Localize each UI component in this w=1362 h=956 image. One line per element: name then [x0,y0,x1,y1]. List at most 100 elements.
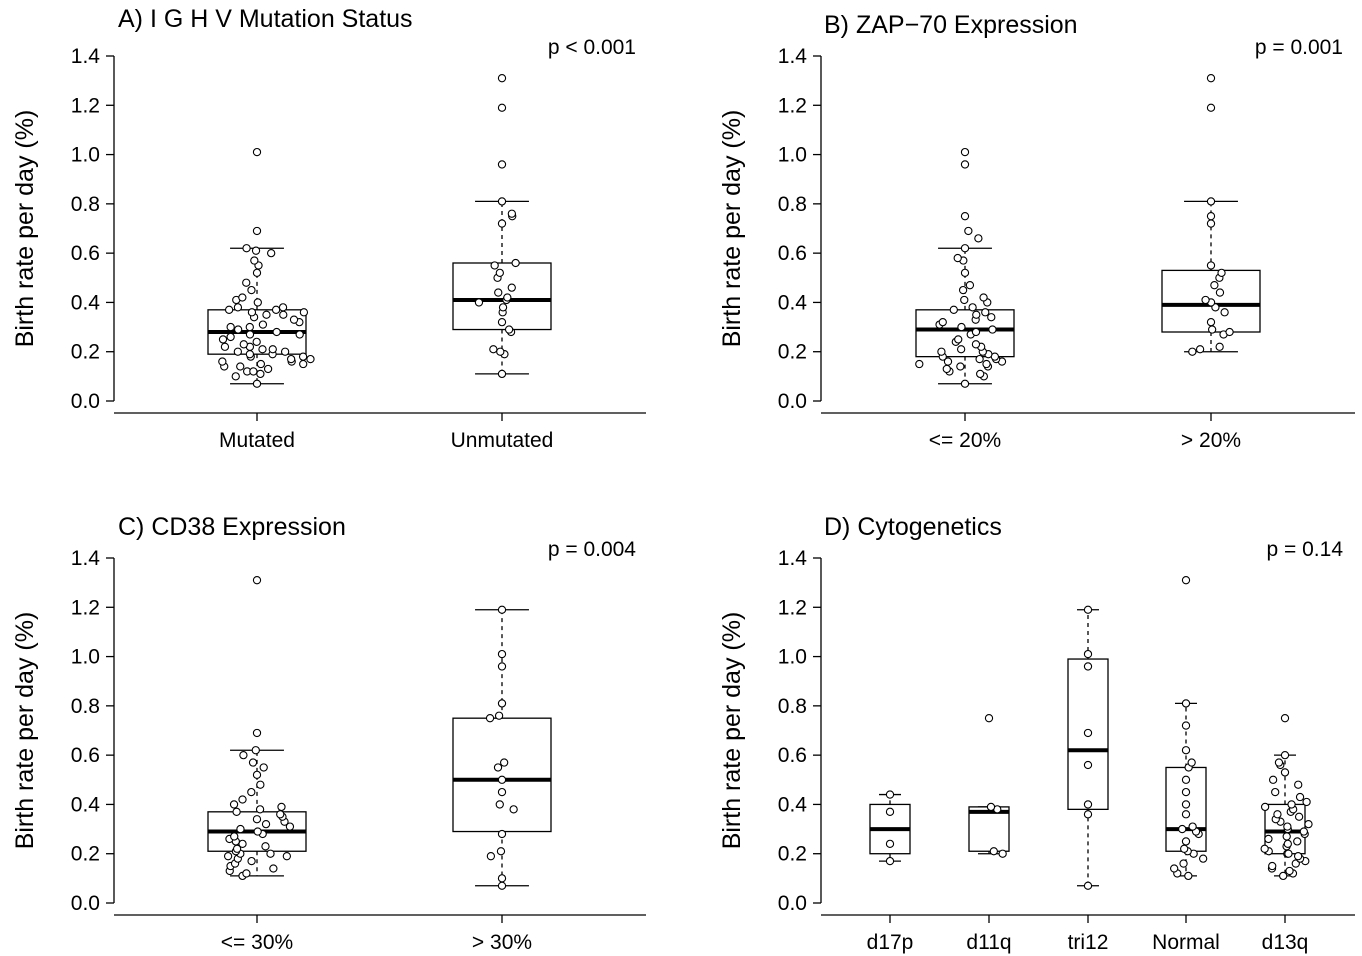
data-point [247,856,256,866]
data-point [494,288,503,297]
data-point [1273,810,1282,819]
data-point [511,258,520,268]
data-point [1274,758,1284,767]
data-point [1178,824,1187,834]
data-point [230,832,239,841]
data-point [266,849,275,858]
y-tick-label: 0.2 [71,341,100,364]
data-point [299,308,309,317]
data-point [1260,844,1269,853]
y-tick-label: 1.2 [778,596,807,619]
y-tick-label: 1.0 [71,646,100,669]
data-point [1201,295,1210,305]
data-point [1210,281,1219,290]
data-point [960,268,970,278]
y-tick-label: 1.4 [778,45,808,68]
data-point [1271,787,1280,797]
data-point [252,337,261,347]
box-d11q [968,714,1010,858]
data-point [1206,103,1216,112]
data-point [1181,699,1191,708]
data-point [1083,605,1093,614]
data-point [252,226,262,236]
data-point [998,849,1007,858]
data-point [1199,854,1208,863]
box-Normal [1165,576,1208,881]
x-tick-label: <= 30% [221,931,293,954]
data-point [233,325,243,334]
x-tick-label: > 20% [1181,429,1241,452]
data-point [1181,800,1191,809]
data-point [218,357,227,366]
x-tick-label: Mutated [219,429,295,452]
data-point [236,362,245,371]
data-point [943,357,953,366]
data-point [497,649,507,659]
data-point [987,313,996,322]
data-point [1181,810,1191,819]
data-point [285,822,295,831]
data-point [1295,792,1305,802]
data-point [261,819,271,829]
data-point [252,147,262,157]
data-point [267,248,276,258]
p-value-label: p = 0.004 [548,538,636,561]
y-axis-label: Birth rate per day (%) [718,110,746,348]
data-point [957,322,966,332]
data-point [1225,327,1234,337]
box-> 30% [452,605,552,890]
data-point [226,332,235,342]
data-point [982,359,991,369]
y-tick-label: 0.6 [778,744,807,767]
data-point [299,359,308,369]
data-point [247,787,256,797]
data-point [960,295,969,305]
data-point [1264,834,1273,844]
data-point [509,805,518,814]
y-tick-label: 0.8 [71,695,100,718]
p-value-label: p = 0.14 [1267,538,1344,561]
data-point [252,815,262,824]
panel-3: C) CD38 Expression p = 0.004 Birth rate pe… [11,513,646,954]
data-point [1293,852,1303,861]
data-point [252,268,262,278]
data-point [988,325,997,334]
data-point [489,345,498,354]
data-point [496,347,505,356]
data-point [496,847,506,856]
data-point [245,330,255,339]
data-point [1083,810,1093,819]
data-point [885,807,895,816]
data-point [238,839,247,849]
y-tick-label: 0.6 [71,242,100,265]
data-point [507,209,517,218]
data-point [1083,662,1093,671]
data-point [1283,839,1292,849]
data-point [497,317,507,327]
data-point [1187,758,1196,767]
data-point [271,305,281,314]
panel-title: C) CD38 Expression [118,513,346,541]
data-point [956,362,965,371]
data-point [494,711,504,720]
data-point [231,372,240,381]
data-point [238,795,247,804]
data-point [965,281,975,290]
y-tick-label: 0.8 [778,695,807,718]
data-point [1083,800,1093,809]
data-point [1287,800,1296,809]
data-point [278,303,288,312]
data-point [497,699,507,708]
data-point [233,347,242,356]
data-point [1195,345,1205,354]
data-point [1280,768,1290,777]
data-point [1220,308,1229,317]
data-point [245,350,255,359]
data-point [1083,760,1093,770]
data-point [1206,317,1216,327]
data-point [960,212,970,221]
data-point [497,219,507,228]
data-point [495,800,504,809]
data-point [497,829,507,839]
data-point [968,303,977,312]
